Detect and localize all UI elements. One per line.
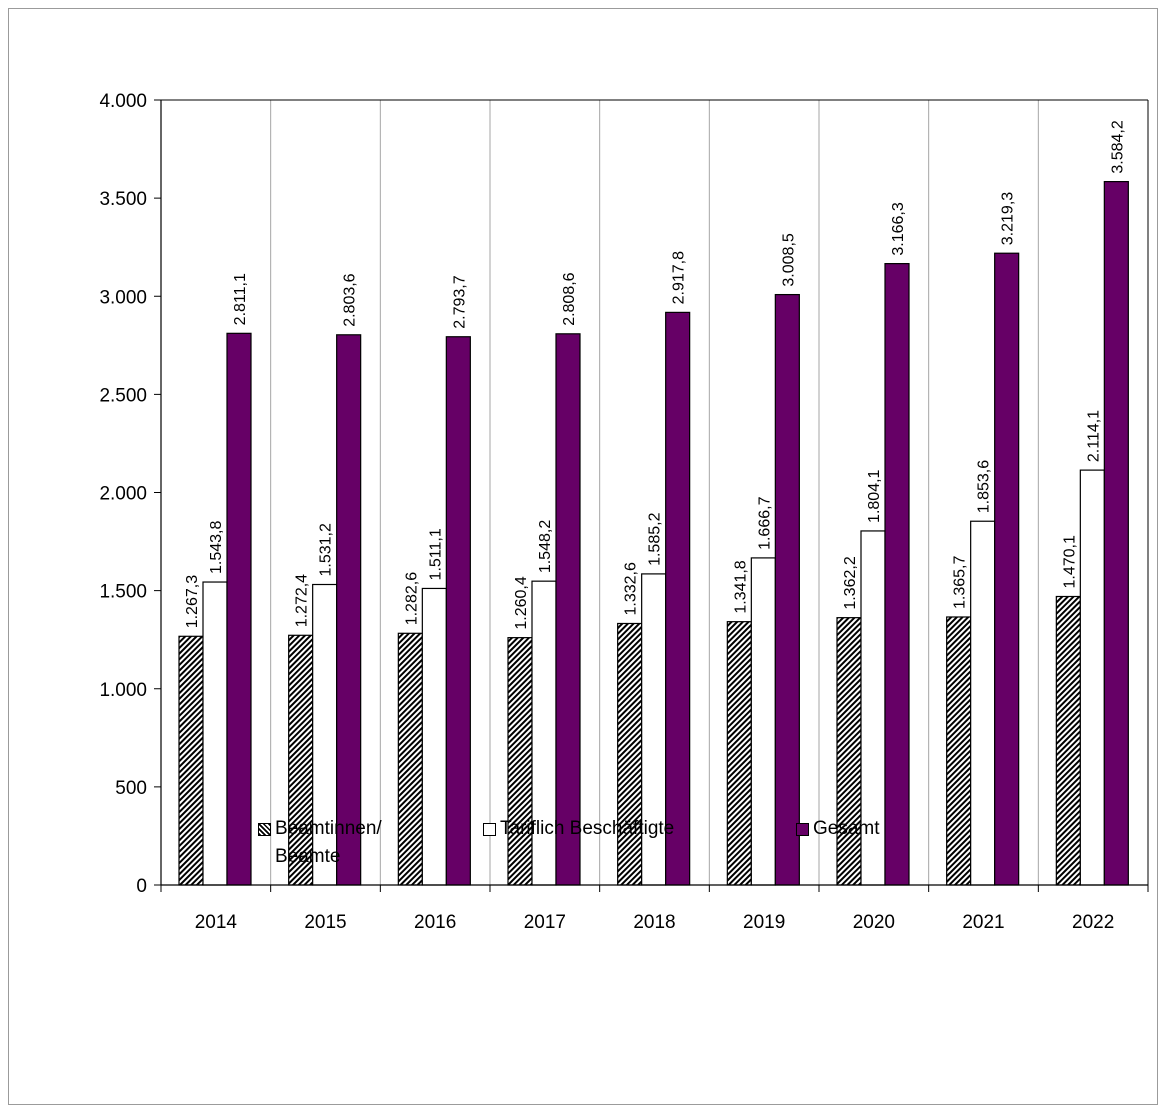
legend-item-tarif: Tariflich Beschäftigte: [483, 818, 674, 843]
data-labels: 1.267,3 1.543,8 2.811,1 1.272,4 1.531,2 2.803…: [184, 120, 1126, 630]
legend-label-tarif: Tariflich Beschäftigte: [500, 818, 675, 839]
y-tick-label: 500: [115, 778, 147, 799]
data-label: 3.219,3: [1000, 192, 1017, 245]
bar-beamte: [397, 632, 423, 886]
data-label: 1.853,6: [976, 460, 993, 513]
chart-frame: [8, 8, 1158, 1105]
x-tick-label: 2015: [304, 912, 346, 933]
data-label: 1.548,2: [537, 520, 554, 573]
data-label: 1.282,6: [403, 572, 420, 625]
bar-gesamt: [774, 293, 800, 886]
data-label: 1.362,2: [842, 556, 859, 609]
x-tick-label: 2020: [853, 912, 895, 933]
data-label: 1.804,1: [866, 469, 883, 522]
white-swatch-icon: [483, 823, 496, 836]
data-label: 3.008,5: [780, 233, 797, 286]
data-label: 2.803,6: [342, 273, 359, 326]
data-label: 1.585,2: [647, 512, 664, 565]
data-label: 3.166,3: [890, 202, 907, 255]
y-tick-label: 1.000: [99, 680, 147, 701]
bar-gesamt: [555, 333, 581, 886]
x-tick-label: 2019: [743, 912, 785, 933]
y-tick-label: 2.500: [99, 385, 147, 406]
y-tick-label: 1.500: [99, 582, 147, 603]
x-tick-labels: 2014 2015 2016 2017 2018 2019 2020 2021 2022: [195, 912, 1115, 933]
data-label: 1.272,4: [294, 574, 311, 627]
bar-gesamt: [884, 263, 910, 886]
bar-gesamt: [1103, 181, 1129, 886]
legend: Beamtinnen/ Beamte Tariflich Beschäftigt…: [0, 818, 1168, 898]
legend-label-gesamt: Gesamt: [813, 818, 880, 839]
bar-tarif: [750, 557, 776, 886]
legend-item-beamte: Beamtinnen/ Beamte: [258, 818, 382, 871]
y-tick-label: 0: [136, 876, 147, 897]
bar-gesamt: [336, 334, 362, 886]
bar-tarif: [312, 583, 338, 886]
data-label: 1.511,1: [427, 528, 444, 580]
y-tick-label: 4.000: [99, 91, 147, 112]
data-label: 1.260,4: [513, 576, 530, 629]
bar-beamte: [836, 617, 862, 886]
x-tick-label: 2022: [1072, 912, 1114, 933]
y-tick-label: 3.500: [99, 189, 147, 210]
bar-gesamt: [226, 332, 252, 886]
legend-label-beamte-line1: Beamtinnen/: [275, 818, 382, 839]
bar-beamte: [726, 621, 752, 886]
data-label: 1.267,3: [184, 575, 201, 628]
data-label: 2.793,7: [451, 275, 468, 328]
y-tick-label: 3.000: [99, 287, 147, 308]
y-tick-labels: 0 500 1.000 1.500 2.000 2.500 3.000 3.500 4.000: [99, 91, 147, 897]
y-tick-label: 2.000: [99, 484, 147, 505]
bars: [178, 181, 1129, 886]
x-tick-label: 2016: [414, 912, 456, 933]
data-label: 1.470,1: [1061, 535, 1078, 588]
data-label: 1.531,2: [318, 523, 335, 576]
x-tick-label: 2014: [195, 912, 238, 933]
bar-tarif: [1079, 469, 1105, 886]
hatched-swatch-icon: [258, 823, 271, 836]
bar-gesamt: [445, 336, 471, 886]
category-gridlines: [270, 100, 1039, 885]
purple-swatch-icon: [796, 823, 809, 836]
data-label: 1.341,8: [732, 560, 749, 613]
bar-beamte: [946, 616, 972, 886]
bar-gesamt: [665, 311, 691, 886]
bar-tarif: [641, 573, 667, 886]
data-label: 2.811,1: [232, 273, 249, 325]
data-label: 2.917,8: [671, 251, 688, 304]
data-label: 2.114,1: [1085, 410, 1102, 462]
bar-beamte: [617, 622, 643, 886]
bar-beamte: [507, 637, 533, 886]
data-label: 1.332,6: [623, 562, 640, 615]
bar-beamte: [1055, 595, 1081, 886]
data-label: 3.584,2: [1109, 120, 1126, 173]
legend-label-beamte-line2: Beamte: [275, 846, 341, 867]
axes: [154, 99, 1149, 892]
data-label: 1.543,8: [208, 521, 225, 574]
data-label: 2.808,6: [561, 272, 578, 325]
data-label: 1.365,7: [952, 555, 969, 608]
x-tick-label: 2018: [633, 912, 675, 933]
x-tick-label: 2017: [524, 912, 566, 933]
x-tick-label: 2021: [962, 912, 1004, 933]
data-label: 1.666,7: [756, 496, 773, 549]
legend-item-gesamt: Gesamt: [796, 818, 880, 843]
bar-gesamt: [994, 252, 1020, 886]
